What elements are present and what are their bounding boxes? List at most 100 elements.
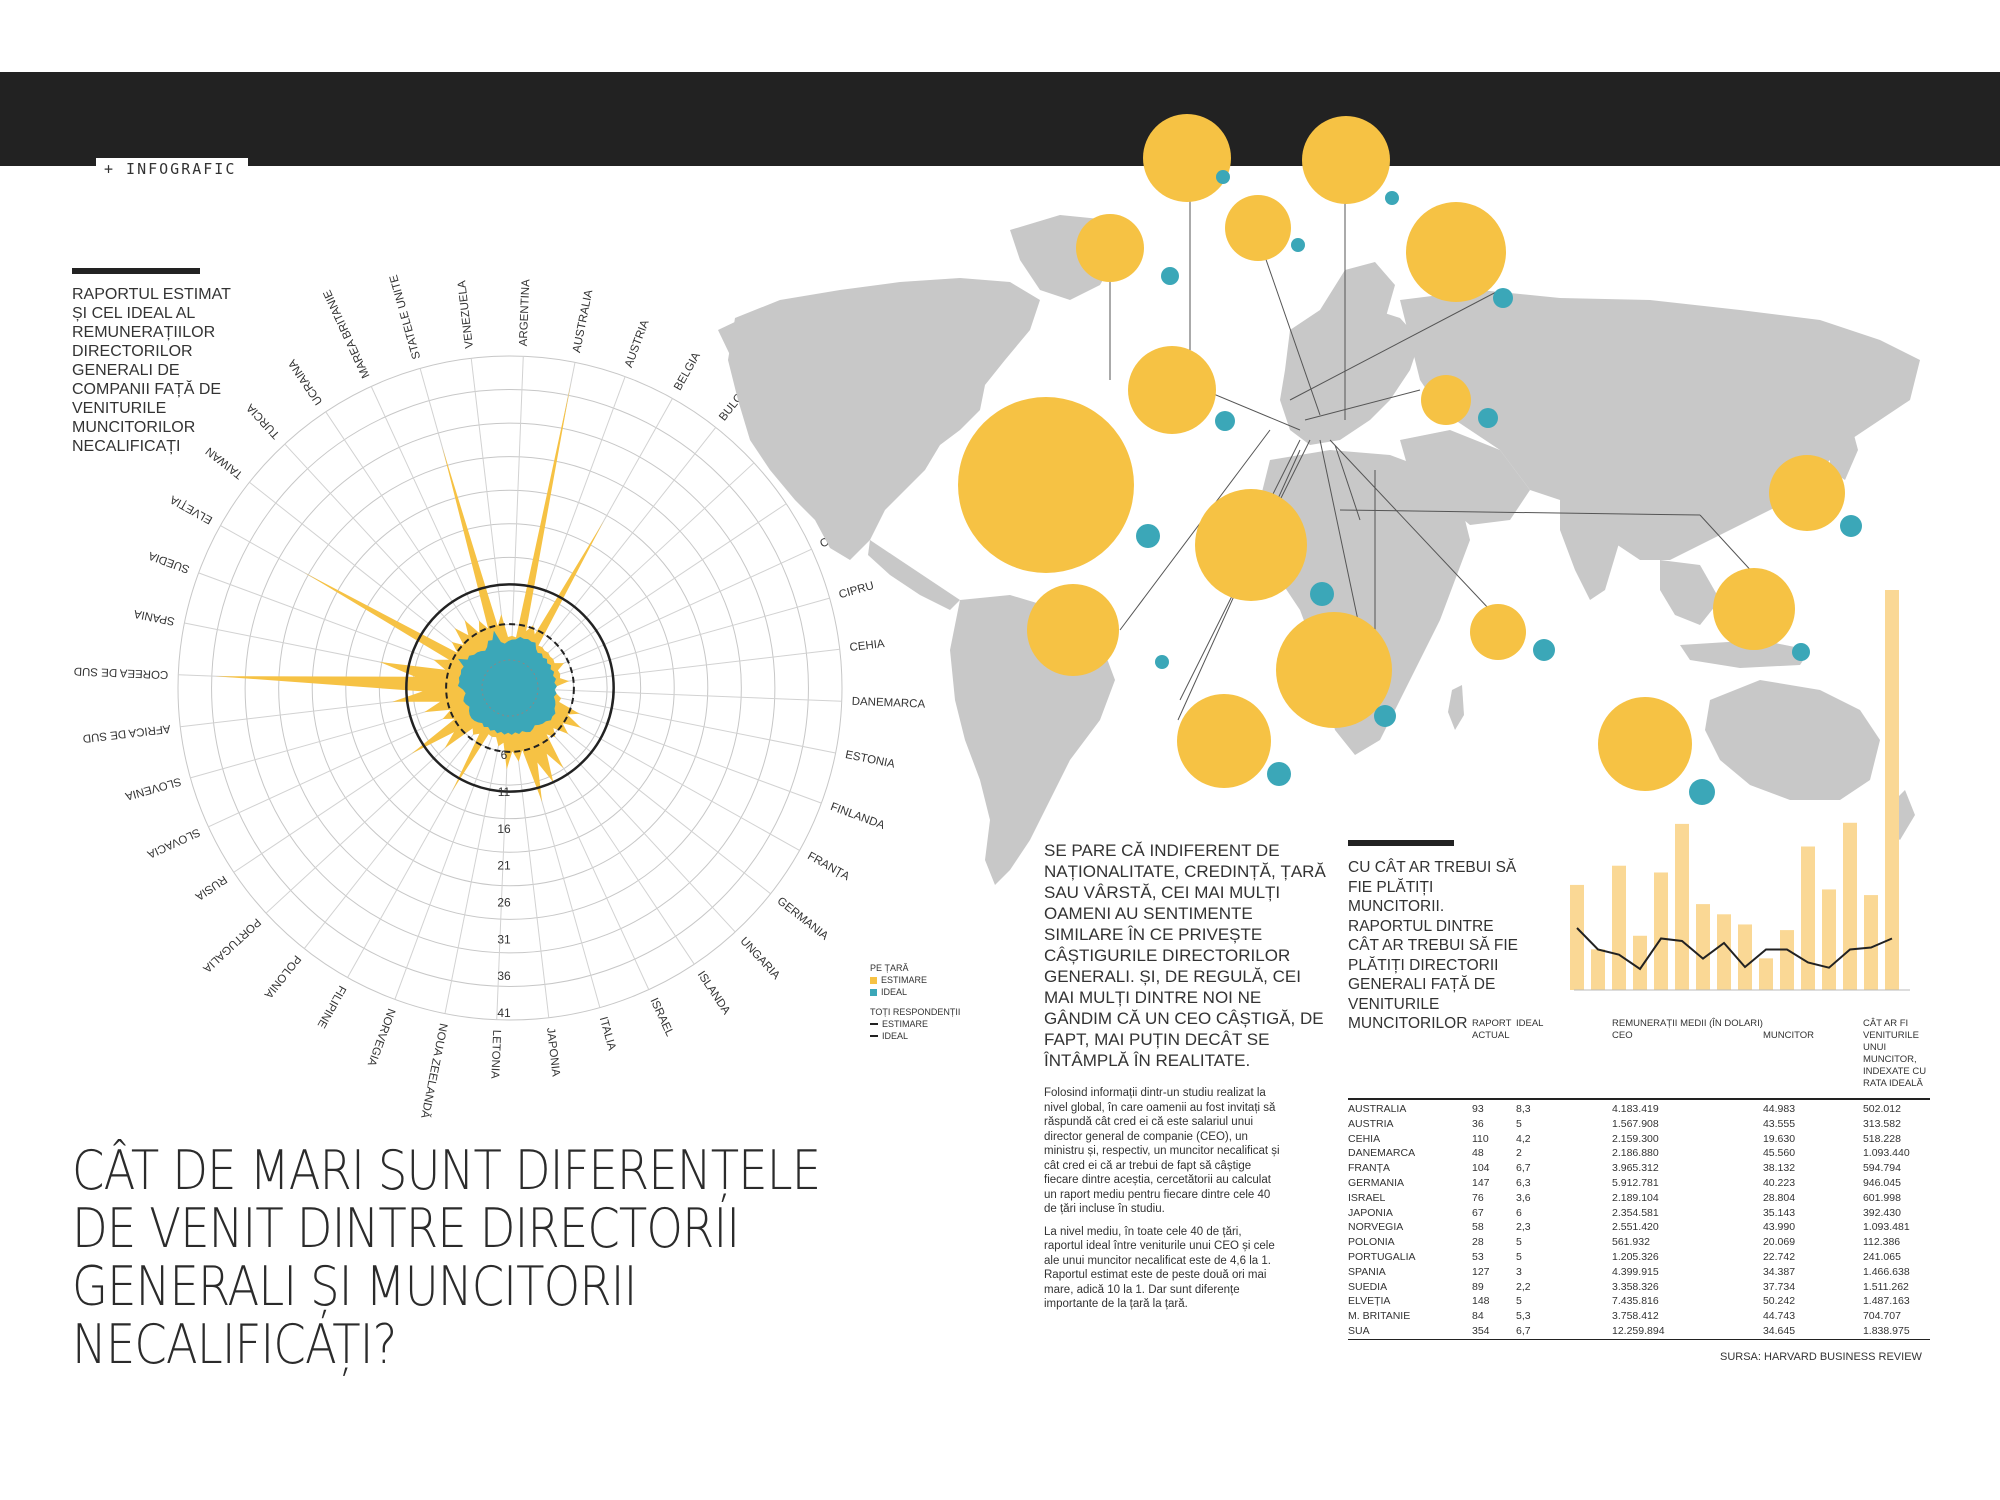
radar-category-label: NORVEGIA (365, 1007, 397, 1068)
table-cell: AUSTRALIA (1348, 1098, 1472, 1117)
connector-line (1329, 439, 1491, 611)
legend-dashed-line (870, 1035, 878, 1037)
table-cell: 502.012 (1862, 1098, 1930, 1117)
map-europe (1280, 305, 1420, 445)
bubble-ideal (1267, 762, 1291, 786)
map-africa (1260, 450, 1470, 755)
table-cell: 4,2 (1516, 1132, 1531, 1145)
radar-category-label: BELGIA (672, 350, 703, 392)
radar-spoke (208, 700, 483, 828)
map-asia (1400, 290, 1920, 560)
radar-spoke (539, 693, 836, 754)
radar-category-label: JAPONIA (544, 1027, 562, 1078)
table-cell: 67 (1472, 1206, 1484, 1219)
radar-ring (378, 556, 642, 820)
col-header-indexed: CÂT AR FI VENITURILE UNUI MUNCITOR, INDE… (1862, 1018, 1927, 1089)
bubble-ideal (1493, 288, 1513, 308)
connector-line (1179, 379, 1301, 431)
table-cell: 1.205.326 (1612, 1250, 1659, 1263)
col-header-worker: MUNCITOR (1762, 1030, 1814, 1041)
legend-all-ideal-label: IDEAL (882, 1031, 909, 1041)
bubble-estimate (1406, 202, 1506, 302)
radar-tick-label: 36 (497, 969, 511, 983)
all-respondents-estimate-ring (405, 583, 615, 793)
table-cell: 34.387 (1762, 1265, 1796, 1278)
radar-category-label: SPANIA (133, 607, 176, 627)
legend-estimate: ESTIMARE (870, 974, 960, 986)
radar-spoke (510, 356, 524, 659)
table-cell: 28.804 (1762, 1191, 1796, 1204)
connector-line (1304, 389, 1421, 421)
bar-actual-ratio (1759, 958, 1773, 990)
bubble-ideal (1215, 411, 1235, 431)
table-cell: 5 (1516, 1295, 1522, 1308)
table-cell: 2,3 (1516, 1221, 1531, 1234)
map-indonesia (1680, 640, 1810, 668)
bubble-ideal (1840, 515, 1862, 537)
table-cell: 19.630 (1762, 1132, 1796, 1145)
bubble-ideal (1291, 238, 1305, 252)
bubble-estimate (1177, 694, 1271, 788)
radar-ring (445, 623, 575, 753)
table-cell: 3 (1516, 1265, 1522, 1278)
table-cell: 561.932 (1612, 1236, 1650, 1249)
table-cell: 110 (1472, 1132, 1489, 1145)
table-row: ELVEȚIA 148 5 7.435.816 50.242 1.487.163 (1348, 1294, 1930, 1309)
table-cell: 1.838.975 (1862, 1323, 1930, 1340)
top-banner (0, 72, 2000, 166)
radar-tick-label: 21 (497, 859, 511, 873)
bubble-ideal (1310, 582, 1334, 606)
radar-title: RAPORTUL ESTIMAT ȘI CEL IDEAL AL REMUNER… (72, 286, 231, 455)
radar-spoke (394, 715, 501, 1000)
bubble-ideal (1136, 524, 1160, 548)
table-cell: NORVEGIA (1348, 1221, 1404, 1234)
table-cell: 2 (1516, 1147, 1522, 1160)
table-cell: 946.045 (1862, 1176, 1901, 1189)
legend-ideal: IDEAL (870, 986, 960, 998)
table-cell: 3.965.312 (1612, 1162, 1659, 1175)
radar-spoke (526, 712, 695, 965)
table-cell: 5 (1516, 1250, 1522, 1263)
table-cell: 6,3 (1516, 1176, 1531, 1189)
table-cell: 43.990 (1762, 1221, 1796, 1234)
table-header-row: RAPORT ACTUAL IDEAL REMUNERAȚII MEDII (Î… (1348, 1018, 1930, 1099)
radar-tick-label: 16 (497, 822, 511, 836)
radar-spoke (265, 707, 489, 914)
map-estimate-bubbles (958, 114, 1845, 791)
table-cell: SUEDIA (1348, 1280, 1388, 1293)
bubble-estimate (1027, 584, 1119, 676)
table-cell: SUA (1348, 1323, 1472, 1340)
radar-spoke (233, 704, 486, 873)
bubble-ideal (1161, 267, 1179, 285)
table-cell: DANEMARCA (1348, 1147, 1416, 1160)
table-cell: 5 (1516, 1117, 1522, 1130)
bar-actual-ratio (1843, 822, 1857, 990)
table-cell: 2.354.581 (1612, 1206, 1659, 1219)
table-cell: 58 (1472, 1221, 1484, 1234)
col-header-ceo-label: CEO (1612, 1030, 1633, 1041)
table-cell: 5,3 (1516, 1310, 1531, 1323)
radar-category-label: POLONIA (261, 953, 302, 1001)
table-cell: ELVEȚIA (1348, 1295, 1391, 1308)
bar-actual-ratio (1801, 846, 1815, 990)
bubble-estimate (1276, 612, 1392, 728)
radar-category-label: BULGARIA (717, 370, 763, 423)
section-tag: + INFOGRAFIC (96, 158, 249, 180)
bar-actual-ratio (1864, 895, 1878, 990)
headline: CÂT DE MARI SUNT DIFERENȚELE DE VENIT DI… (72, 1139, 821, 1376)
body-text: Folosind informații dintr-un studiu real… (1044, 1086, 1282, 1320)
radar-category-label: UCRAINA (286, 357, 325, 407)
radar-category-label: ITALIA (597, 1016, 618, 1053)
table-cell: 313.582 (1862, 1117, 1901, 1130)
radar-spoke (535, 702, 800, 851)
table-row: PORTUGALIA 53 5 1.205.326 22.742 241.065 (1348, 1250, 1930, 1265)
legend-all-ideal: IDEAL (870, 1030, 960, 1042)
radar-tick-label: 6 (501, 748, 508, 762)
table-row: SPANIA 127 3 4.399.915 34.387 1.466.638 (1348, 1265, 1930, 1280)
radar-category-label: CROAȚIA (818, 518, 870, 550)
table-cell: 1.093.440 (1862, 1147, 1910, 1160)
bubble-ideal (1385, 191, 1399, 205)
radar-category-label: ELVEȚIA (168, 493, 215, 526)
bar-title-rule (1348, 840, 1454, 846)
table-cell: 112.386 (1862, 1236, 1901, 1249)
